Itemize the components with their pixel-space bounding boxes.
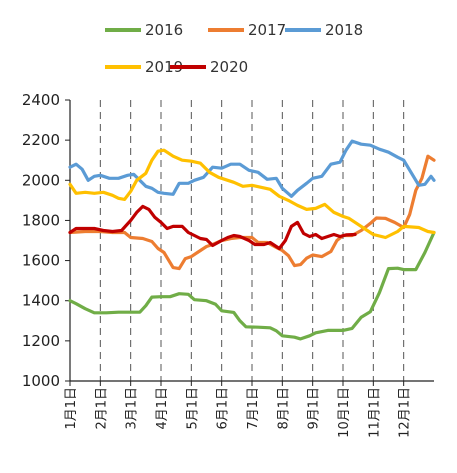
- legend-label-2017: 2017: [248, 21, 286, 39]
- x-tick-label: 7月1日: [246, 387, 261, 430]
- legend-label-2018: 2018: [325, 21, 363, 39]
- legend-label-2019: 2019: [145, 58, 183, 76]
- y-tick-label: 1600: [22, 252, 60, 270]
- series-line-2016: [68, 230, 436, 341]
- x-tick-label: 9月1日: [307, 387, 322, 430]
- y-tick-label: 2200: [22, 131, 60, 149]
- legend-label-2016: 2016: [145, 21, 183, 39]
- legend-label-2020: 2020: [210, 58, 248, 76]
- x-tick-label: 12月1日: [398, 387, 413, 438]
- x-tick-label: 10月1日: [337, 387, 352, 438]
- legend: 2016 2017 2018 2019 2020: [105, 21, 363, 76]
- x-tick-label: 8月1日: [276, 387, 291, 430]
- series-line-2020: [68, 204, 357, 251]
- series-line-2018: [68, 139, 436, 198]
- y-tick-label: 1800: [22, 211, 60, 229]
- x-tick-label: 2月1日: [94, 387, 109, 430]
- x-axis-ticks: 1月1日 2月1日 3月1日 4月1日 5月1日 6月1日 7月1日 8月1日 9月1日 10月1…: [64, 381, 413, 438]
- x-tick-label: 5月1日: [185, 387, 200, 430]
- y-tick-label: 1000: [22, 372, 60, 390]
- x-tick-label: 6月1日: [216, 387, 231, 430]
- y-axis-ticks: 1000 1200 1400 1600 1800 2000 2200 2400: [22, 91, 70, 390]
- x-tick-label: 4月1日: [155, 387, 170, 430]
- x-tick-label: 11月1日: [367, 387, 382, 438]
- y-tick-label: 2400: [22, 91, 60, 109]
- y-tick-label: 2000: [22, 171, 60, 189]
- x-tick-label: 1月1日: [64, 387, 79, 430]
- series-lines: [68, 139, 436, 341]
- series-line-2019: [68, 148, 436, 240]
- y-tick-label: 1400: [22, 292, 60, 310]
- x-tick-label: 3月1日: [125, 387, 140, 430]
- y-tick-label: 1200: [22, 332, 60, 350]
